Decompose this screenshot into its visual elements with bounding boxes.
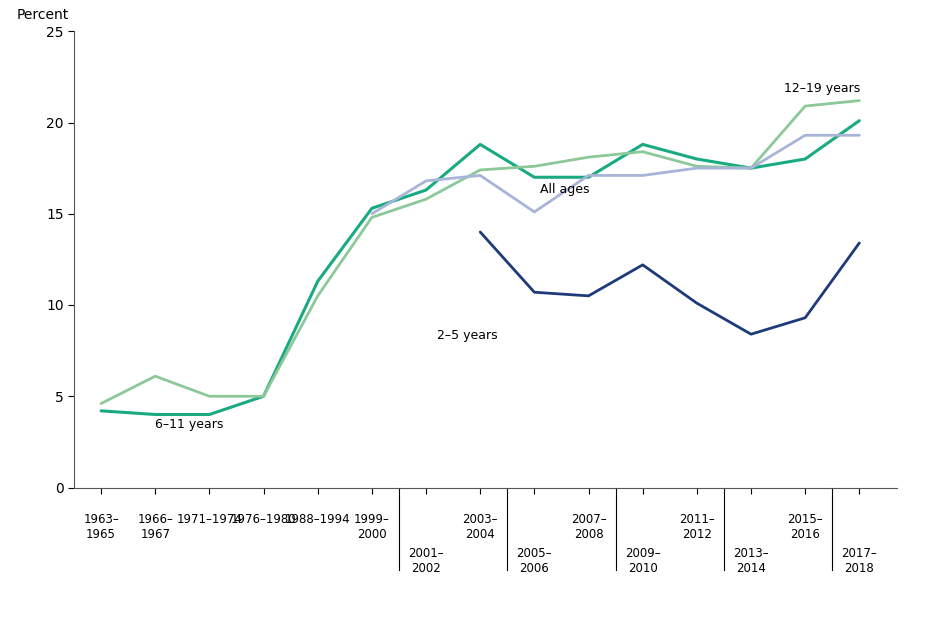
Text: 2007–
2008: 2007– 2008 bbox=[571, 512, 607, 541]
Text: 1966–
1967: 1966– 1967 bbox=[137, 512, 173, 541]
Text: 6–11 years: 6–11 years bbox=[155, 418, 224, 431]
Text: 2011–
2012: 2011– 2012 bbox=[679, 512, 715, 541]
Text: All ages: All ages bbox=[540, 182, 589, 196]
Text: 1971–1974: 1971–1974 bbox=[177, 512, 242, 526]
Text: 2017–
2018: 2017– 2018 bbox=[842, 547, 877, 575]
Text: 1963–
1965: 1963– 1965 bbox=[83, 512, 119, 541]
Text: 2015–
2016: 2015– 2016 bbox=[787, 512, 823, 541]
Text: 1988–1994: 1988–1994 bbox=[285, 512, 351, 526]
Text: 12–19 years: 12–19 years bbox=[783, 82, 859, 95]
Text: 2001–
2002: 2001– 2002 bbox=[408, 547, 444, 575]
Text: 2005–
2006: 2005– 2006 bbox=[517, 547, 552, 575]
Text: 2003–
2004: 2003– 2004 bbox=[462, 512, 498, 541]
Text: 2–5 years: 2–5 years bbox=[437, 329, 498, 341]
Text: 2009–
2010: 2009– 2010 bbox=[625, 547, 660, 575]
Text: 2013–
2014: 2013– 2014 bbox=[734, 547, 769, 575]
Text: 1999–
2000: 1999– 2000 bbox=[354, 512, 389, 541]
Text: 1976–1980: 1976–1980 bbox=[230, 512, 296, 526]
Text: Percent: Percent bbox=[17, 8, 68, 22]
